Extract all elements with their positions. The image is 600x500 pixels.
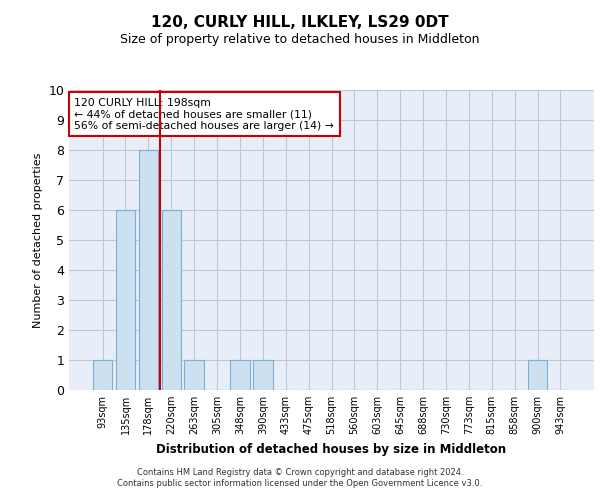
Bar — [253, 360, 272, 390]
Bar — [161, 210, 181, 390]
Bar — [116, 210, 135, 390]
Bar — [139, 150, 158, 390]
Text: 120 CURLY HILL: 198sqm
← 44% of detached houses are smaller (11)
56% of semi-det: 120 CURLY HILL: 198sqm ← 44% of detached… — [74, 98, 334, 130]
Bar — [528, 360, 547, 390]
Text: Contains HM Land Registry data © Crown copyright and database right 2024.
Contai: Contains HM Land Registry data © Crown c… — [118, 468, 482, 487]
Text: Size of property relative to detached houses in Middleton: Size of property relative to detached ho… — [120, 32, 480, 46]
Text: 120, CURLY HILL, ILKLEY, LS29 0DT: 120, CURLY HILL, ILKLEY, LS29 0DT — [151, 15, 449, 30]
X-axis label: Distribution of detached houses by size in Middleton: Distribution of detached houses by size … — [157, 442, 506, 456]
Y-axis label: Number of detached properties: Number of detached properties — [33, 152, 43, 328]
Bar — [230, 360, 250, 390]
Bar — [93, 360, 112, 390]
Bar — [184, 360, 204, 390]
